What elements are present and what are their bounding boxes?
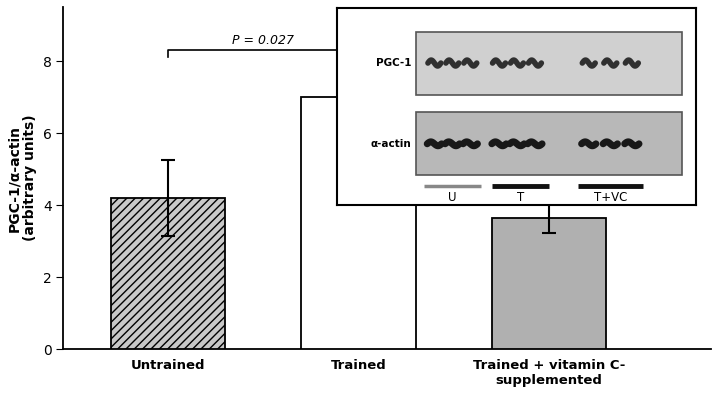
Text: P = 0.027: P = 0.027 — [233, 34, 294, 47]
Bar — [492, 218, 606, 349]
Y-axis label: PGC-1/α-actin
(arbitrary units): PGC-1/α-actin (arbitrary units) — [7, 115, 37, 242]
Bar — [111, 198, 225, 349]
Text: α-actin: α-actin — [370, 139, 411, 149]
Bar — [416, 32, 682, 95]
Text: T+VC: T+VC — [594, 191, 627, 204]
Bar — [302, 97, 416, 349]
Text: U: U — [448, 191, 457, 204]
Text: T: T — [517, 191, 524, 204]
Bar — [416, 112, 682, 175]
Text: PGC-1: PGC-1 — [376, 58, 411, 68]
